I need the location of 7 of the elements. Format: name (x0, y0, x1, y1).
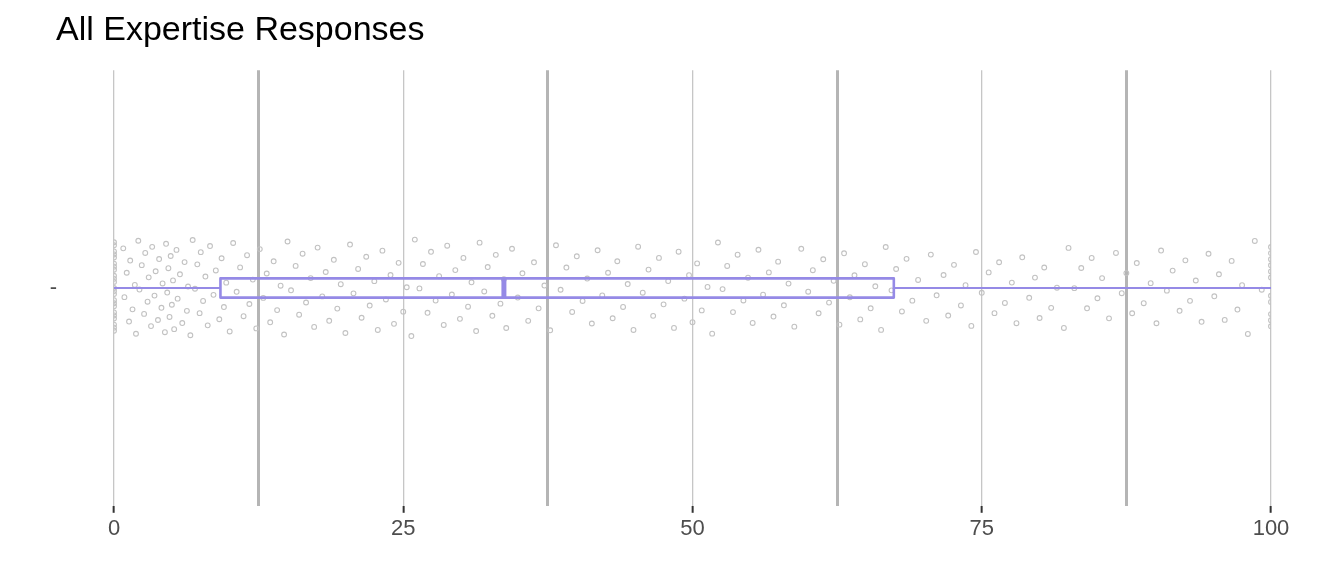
x-tick-label: 50 (680, 515, 705, 541)
x-tick-label: 100 (1252, 515, 1290, 541)
y-tick-label: - (49, 274, 57, 300)
chart-title: All Expertise Responses (56, 8, 425, 48)
x-tick-label: 25 (391, 515, 416, 541)
x-tick-label: 75 (969, 515, 994, 541)
x-tick-label: 0 (107, 515, 121, 541)
